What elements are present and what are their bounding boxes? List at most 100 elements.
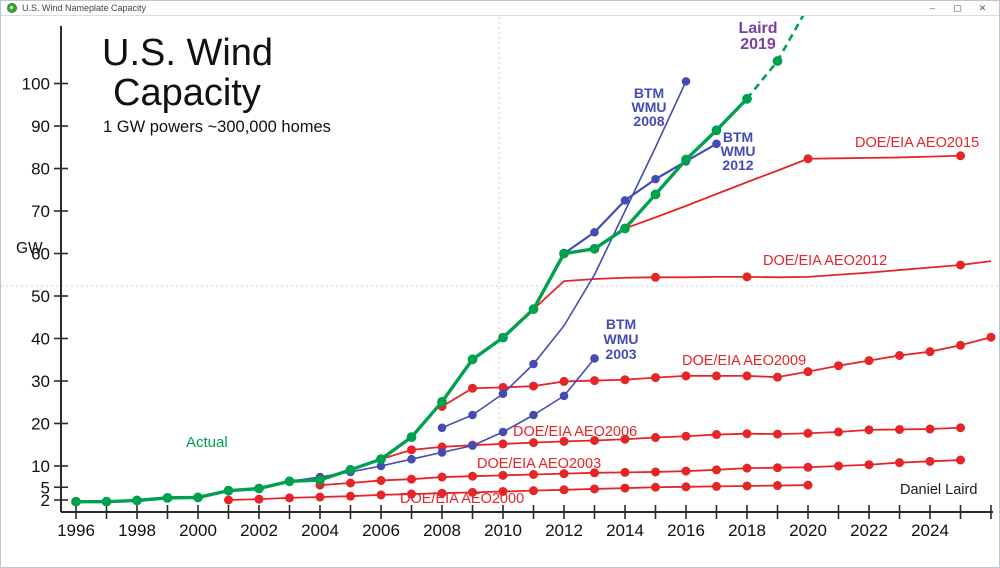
series-actual-dot	[528, 304, 539, 315]
x-tick-label: 2000	[179, 521, 217, 540]
series-btm2012-dot	[712, 139, 721, 149]
x-tick-label: 2004	[301, 521, 339, 540]
annotation-btm2012-label-3: 2012	[722, 157, 753, 173]
series-aeo2006-dot	[498, 439, 508, 449]
annotation-aeo2009-label: DOE/EIA AEO2009	[682, 353, 806, 369]
y-tick-label: 30	[31, 372, 50, 391]
close-button[interactable]: ✕	[970, 2, 995, 15]
x-tick-label: 2024	[911, 521, 949, 540]
window-title: U.S. Wind Nameplate Capacity	[22, 3, 147, 13]
series-actual-dot	[193, 492, 203, 503]
series-actual-dot	[315, 475, 325, 485]
series-aeo2003-dot	[407, 474, 416, 484]
series-aeo2003-dot	[712, 465, 721, 475]
series-aeo2009-dot	[773, 372, 782, 382]
series-aeo2006-dot	[773, 429, 782, 439]
y-tick-label: 40	[31, 330, 50, 349]
series-aeo2006-dot	[742, 429, 752, 439]
series-aeo2000-dot	[529, 486, 538, 496]
series-aeo2009-dot	[651, 373, 660, 383]
series-aeo2003-dot	[376, 475, 386, 485]
annotation-btm2012-label-1: BTM	[723, 129, 753, 145]
series-aeo2006-dot	[712, 430, 721, 440]
series-btm2008-dot	[468, 410, 477, 420]
series-aeo2009-dot	[620, 375, 630, 385]
series-aeo2000-dot	[651, 482, 660, 492]
series-aeo2000-dot	[773, 481, 782, 491]
x-tick-label: 2012	[545, 521, 583, 540]
annotation-aeo2012-label: DOE/EIA AEO2012	[763, 253, 887, 269]
annotation-btm2003-label-3: 2003	[605, 346, 636, 362]
series-aeo2006-dot	[834, 427, 843, 437]
series-aeo2000-dot	[407, 489, 416, 499]
series-aeo2009-dot	[529, 381, 538, 391]
series-aeo2006-dot	[590, 436, 599, 445]
series-aeo2012-dot	[956, 260, 965, 270]
annotation-title-line2: Capacity	[113, 72, 261, 114]
x-tick-label: 1998	[118, 521, 156, 540]
series-btm2012	[559, 139, 721, 258]
series-aeo2003-dot	[742, 463, 752, 473]
series-group	[71, 13, 996, 507]
series-aeo2009-dot	[742, 371, 752, 381]
series-actual-dot	[650, 189, 661, 200]
y-tick-label: 60	[31, 245, 50, 264]
series-aeo2012-dot	[651, 272, 660, 282]
series-actual-dot	[559, 248, 569, 259]
series-actual-dot	[345, 464, 356, 475]
series-aeo2000-line	[228, 484, 809, 501]
series-aeo2000-dot	[712, 481, 721, 491]
series-aeo2000-dot	[559, 485, 569, 495]
x-tick-label: 1996	[57, 521, 95, 540]
series-btm2008-dot	[498, 389, 508, 399]
series-aeo2000-dot	[681, 482, 691, 492]
series-aeo2000-dot	[285, 493, 294, 503]
x-tick-label: 2016	[667, 521, 705, 540]
series-btm2003-dot	[590, 354, 599, 363]
x-tick-label: 2020	[789, 521, 827, 540]
series-aeo2012-dot	[742, 272, 752, 282]
annotation-btm2008-label-3: 2008	[633, 113, 664, 129]
series-btm2003-dot	[498, 427, 508, 437]
series-aeo2006-dot	[956, 423, 965, 433]
series-aeo2000-dot	[315, 492, 325, 502]
app-icon	[7, 3, 17, 13]
series-aeo2003-dot	[803, 462, 813, 472]
annotation-laird-label-2: 2019	[740, 36, 776, 53]
series-aeo2000-dot	[742, 481, 752, 491]
minimize-button[interactable]: –	[920, 2, 945, 15]
annotation-title-line1: U.S. Wind	[102, 32, 273, 74]
series-btm2012-dot	[620, 196, 630, 205]
series-aeo2000-dot	[803, 480, 813, 490]
series-aeo2000	[224, 480, 813, 505]
series-aeo2006-line	[380, 426, 961, 461]
annotation-aeo2006-label: DOE/EIA AEO2006	[513, 424, 637, 440]
series-aeo2009-dot	[986, 332, 996, 342]
series-aeo2003-dot	[468, 471, 477, 481]
series-aeo2006-dot	[925, 424, 935, 434]
series-aeo2003-line	[319, 459, 961, 487]
series-aeo2006-dot	[407, 445, 416, 455]
y-tick-label: 80	[31, 160, 50, 179]
series-aeo2003	[315, 455, 965, 490]
series-btm2003-dot	[559, 391, 569, 401]
x-ticks	[75, 505, 992, 519]
x-tick-labels: 1996 1998 2000 2002 2004 2006 2008 2010 2012 2014…	[57, 521, 949, 540]
series-actual-dot	[71, 496, 81, 507]
series-aeo2006-dot	[651, 433, 660, 443]
annotation-btm2008-label-2: WMU	[632, 99, 667, 115]
series-btm2008-line	[441, 81, 687, 429]
series-aeo2012	[532, 260, 992, 310]
series-actual-dot	[681, 154, 691, 165]
series-actual-dot	[254, 483, 264, 494]
series-btm2012-dot	[590, 227, 599, 237]
maximize-button[interactable]: ▢	[945, 2, 970, 15]
series-actual-dot	[406, 432, 417, 443]
series-aeo2003-dot	[559, 469, 569, 479]
y-tick-label: 5	[41, 478, 50, 497]
annotation-aeo2000-label: DOE/EIA AEO2000	[400, 491, 524, 507]
annotation-btm2012-label-2: WMU	[721, 143, 756, 159]
series-aeo2015-dot	[803, 154, 813, 164]
annotation-subtitle: 1 GW powers ~300,000 homes	[103, 118, 331, 136]
